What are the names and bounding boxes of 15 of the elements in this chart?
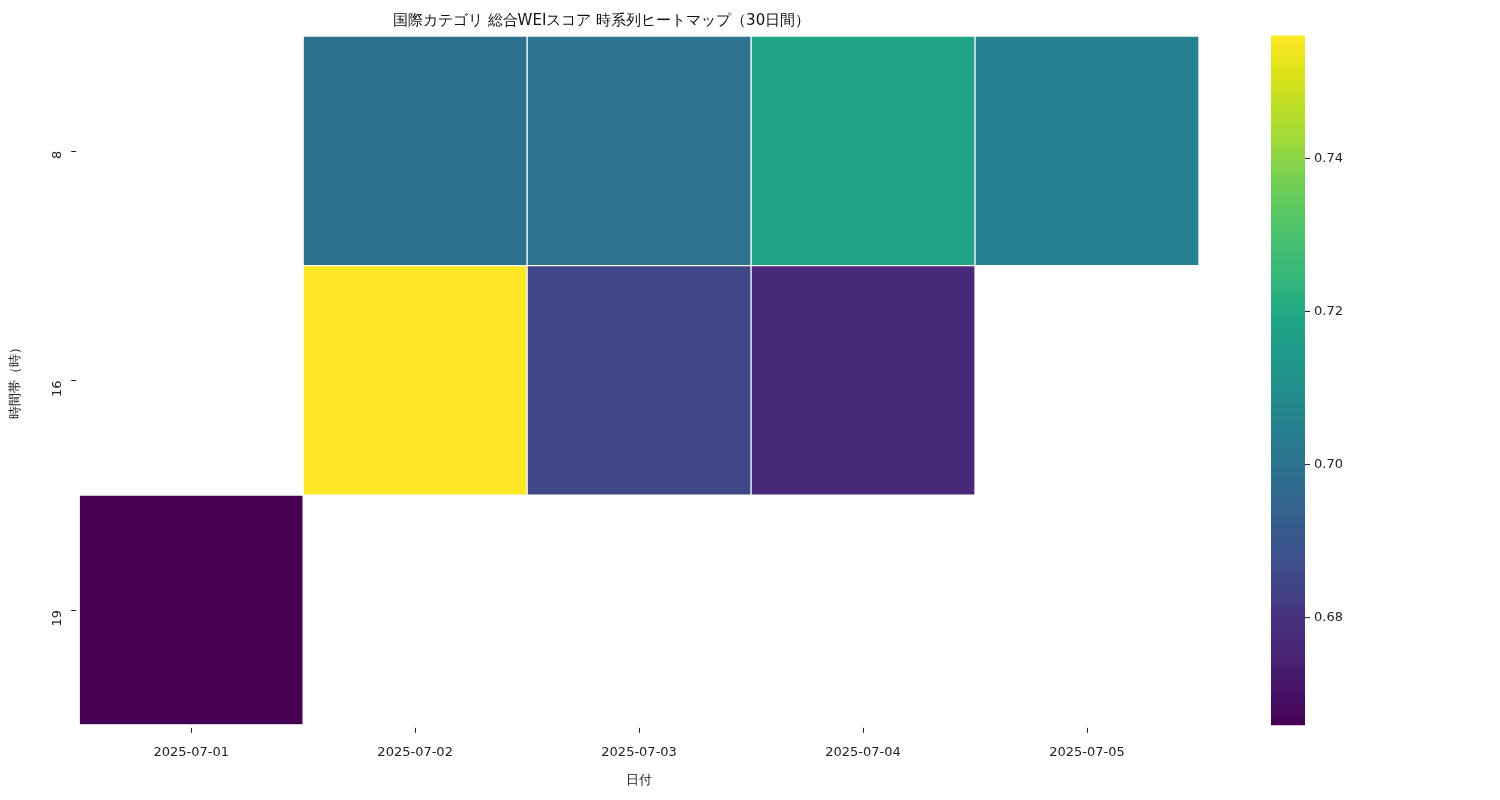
color-bar-label: 0.68 <box>1314 609 1343 625</box>
y-axis-title: 時間帯（時） <box>7 341 23 420</box>
y-tick-label: 8 <box>48 150 64 160</box>
color-bar-label: 0.70 <box>1314 455 1343 471</box>
x-tick-label: 2025-07-02 <box>377 743 453 759</box>
color-bar-label: 0.74 <box>1314 149 1343 165</box>
x-tick-label: 2025-07-01 <box>153 743 229 759</box>
color-bar-label: 0.72 <box>1314 302 1343 318</box>
y-tick-label: 19 <box>48 610 64 627</box>
y-tick-label: 16 <box>48 380 64 397</box>
chart-title: 国際カテゴリ 総合WEIスコア 時系列ヒートマップ（30日間） <box>392 10 811 29</box>
x-axis-title: 日付 <box>626 771 653 787</box>
x-tick-label: 2025-07-05 <box>1049 743 1125 759</box>
x-tick-label: 2025-07-04 <box>825 743 901 759</box>
x-tick-label: 2025-07-03 <box>601 743 677 759</box>
